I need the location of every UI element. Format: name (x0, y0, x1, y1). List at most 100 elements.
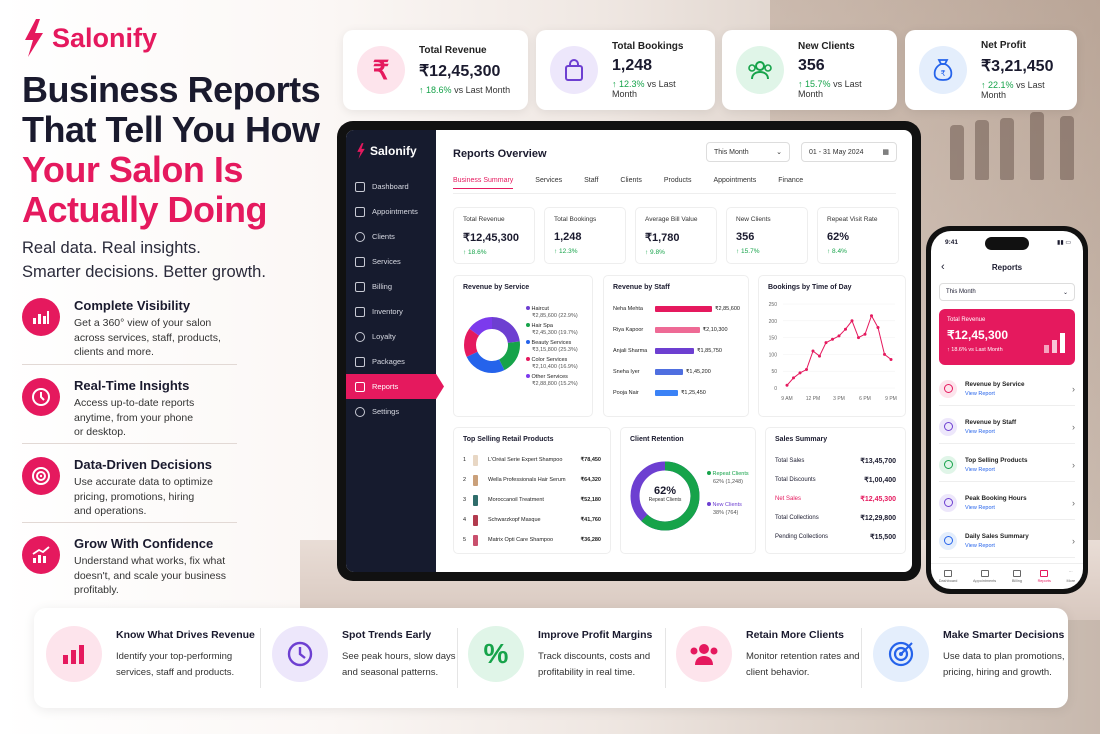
sales-summary-panel: Sales Summary Total Sales ₹13,45,700 Total… (765, 427, 906, 554)
staff-value: ₹1,25,450 (680, 390, 706, 396)
kpi-change: ↑ 18.6% vs Last Month (419, 85, 511, 95)
lightning-logo-icon (25, 19, 43, 57)
feature-desc: Get a 360° view of your salon (74, 317, 212, 329)
y-tick-label: 200 (769, 319, 778, 325)
phone-notch (985, 237, 1029, 250)
feature-desc: doesn't, and scale your business (74, 569, 227, 582)
nav-appointments[interactable]: Appointments (973, 570, 996, 583)
feature-desc: or desktop. (74, 426, 126, 438)
staff-name: Sneha Iyer (613, 369, 640, 375)
bookings-point (883, 352, 886, 356)
box-icon (355, 306, 365, 317)
phone-report-row[interactable]: Daily Sales Summary View Report › (939, 524, 1075, 558)
phone-period-select[interactable]: This Month ⌄ (939, 283, 1075, 301)
tab-business-summary[interactable]: Business Summary (453, 177, 514, 189)
feature-desc: profitably. (74, 584, 119, 596)
bar-chart-icon (1044, 333, 1065, 353)
divider (453, 193, 896, 194)
feature-title: Grow With Confidence (74, 536, 214, 551)
phone-screen: 9:41 ▮▮ ▭ ‹ Reports This Month ⌄ Total Re… (931, 231, 1083, 589)
phone-report-row[interactable]: Peak Booking Hours View Report › (939, 486, 1075, 520)
gear-icon (355, 406, 365, 417)
sidebar-item-clients[interactable]: Clients (346, 224, 436, 249)
product-thumb-icon (473, 514, 478, 526)
revenue-by-staff-panel: Revenue by Staff Neha Mehta ₹2,85,600 Riya… (603, 275, 749, 417)
bottle-decor (1060, 116, 1074, 180)
phone-revenue-card[interactable]: Total Revenue ₹12,45,300 ↑ 18.6% vs Last… (939, 309, 1075, 365)
sidebar-item-reports[interactable]: Reports (346, 374, 444, 399)
tab-services[interactable]: Services (535, 177, 563, 184)
headline-line: Your Salon Is (22, 149, 243, 190)
product-row[interactable]: 5 Matrix Opti Care Shampoo ₹36,280 (463, 530, 601, 550)
user-icon (355, 231, 365, 242)
product-row[interactable]: 2 Wella Professionals Hair Serum ₹64,320 (463, 470, 601, 490)
phone-report-row[interactable]: Revenue by Service View Report › (939, 372, 1075, 406)
bookings-point (844, 327, 847, 331)
sidebar-item-loyalty[interactable]: Loyalty (346, 324, 436, 349)
chevron-down-icon: ⌄ (776, 149, 782, 156)
sidebar-item-inventory[interactable]: Inventory (346, 299, 436, 324)
sidebar-item-settings[interactable]: Settings (346, 399, 436, 424)
home-icon (355, 181, 365, 192)
sidebar-brand: Salonify (346, 130, 436, 160)
staff-name: Riya Kapoor (613, 327, 644, 333)
product-row[interactable]: 3 Moroccanoil Treatment ₹52,180 (463, 490, 601, 510)
hero-headline: Business Reports That Tell You How Your … (22, 70, 342, 230)
bookings-point (876, 326, 880, 330)
tab-appointments[interactable]: Appointments (713, 177, 757, 184)
rupee-icon: ₹ (357, 46, 405, 94)
bottle-decor (1030, 112, 1044, 180)
shopping-bag-icon (550, 46, 598, 94)
bookings-point (805, 368, 808, 372)
feature-item: Grow With Confidence Understand what work… (22, 536, 247, 598)
nav-reports[interactable]: Reports (1038, 570, 1051, 583)
bottle-decor (950, 125, 964, 180)
sales-row: Total Discounts ₹1,00,400 (775, 476, 896, 484)
legend-item: Haircut ₹2,85,600 (22.9%) (526, 306, 592, 319)
bookings-point (818, 354, 821, 358)
panel-title: Client Retention (630, 436, 684, 443)
panel-title: Top Selling Retail Products (463, 436, 554, 443)
product-thumb-icon (473, 534, 478, 546)
tab-staff[interactable]: Staff (584, 177, 599, 184)
kpi-value: 1,248 (612, 57, 653, 74)
more-icon: ··· (1068, 570, 1073, 574)
tab-products[interactable]: Products (663, 177, 692, 184)
product-icon (939, 455, 957, 474)
report-icon (355, 381, 365, 392)
sidebar-item-services[interactable]: Services (346, 249, 436, 274)
donut-slice (464, 317, 520, 373)
sidebar-item-appointments[interactable]: Appointments (346, 199, 436, 224)
period-select[interactable]: This Month ⌄ (706, 142, 790, 162)
product-row[interactable]: 1 L'Oréal Serie Expert Shampoo ₹78,450 (463, 450, 601, 470)
product-row[interactable]: 4 Schwarzkopf Masque ₹41,760 (463, 510, 601, 530)
staff-bar (655, 327, 700, 333)
bookings-point (837, 334, 841, 338)
phone-title: Reports (991, 263, 1023, 272)
tab-finance[interactable]: Finance (778, 177, 804, 184)
feature-desc: Understand what works, fix what (74, 555, 226, 567)
bookings-point (798, 371, 802, 375)
nav-more[interactable]: ··· More (1066, 570, 1076, 583)
feature-desc: pricing, promotions, hiring (74, 490, 195, 503)
sidebar-item-billing[interactable]: Billing (346, 274, 436, 299)
tab-clients[interactable]: Clients (620, 177, 642, 184)
sidebar-item-dashboard[interactable]: Dashboard (346, 174, 436, 199)
sidebar-item-packages[interactable]: Packages (346, 349, 436, 374)
target-icon (22, 457, 60, 495)
users-icon (736, 46, 784, 94)
product-thumb-icon (473, 494, 478, 506)
nav-billing[interactable]: Billing (1012, 570, 1022, 583)
nav-dashboard[interactable]: Dashboard (939, 570, 957, 583)
clock-icon (272, 626, 328, 682)
benefit-item: Make Smarter Decisions Use data to plan p… (873, 626, 1064, 682)
sales-row: Total Collections ₹12,29,800 (775, 514, 896, 522)
date-range-picker[interactable]: 01 - 31 May 2024 ▦ (801, 142, 897, 162)
chevron-right-icon: › (1072, 497, 1075, 508)
phone-report-row[interactable]: Revenue by Staff View Report › (939, 410, 1075, 444)
feature-desc: and operations. (74, 505, 147, 517)
back-icon[interactable]: ‹ (941, 261, 945, 273)
phone-report-row[interactable]: Top Selling Products View Report › (939, 448, 1075, 482)
headline-line: Actually Doing (22, 189, 268, 230)
kpi-value: 356 (798, 57, 825, 74)
